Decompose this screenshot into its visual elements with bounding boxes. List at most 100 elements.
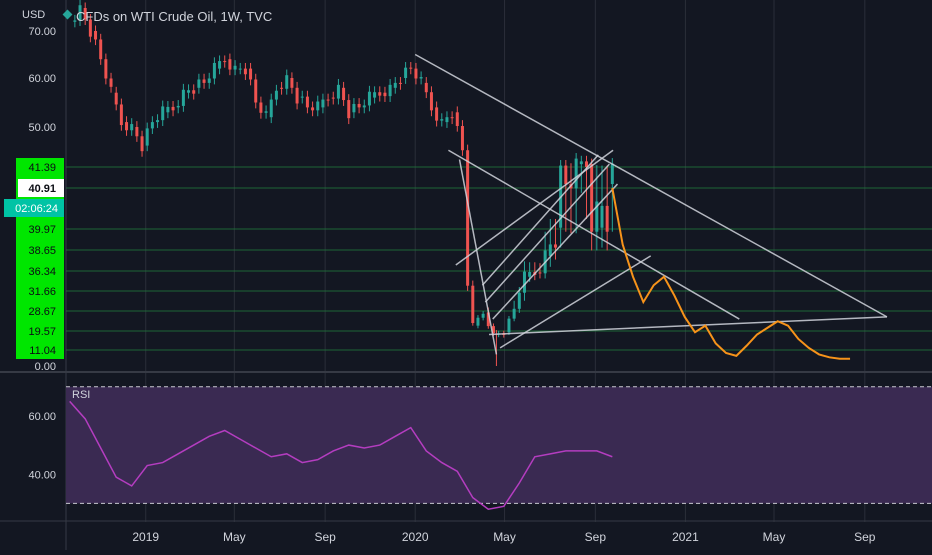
candle-13-1 xyxy=(197,79,201,88)
candle-40-1 xyxy=(476,317,480,326)
candle-43-1 xyxy=(507,318,511,333)
candle-10-1 xyxy=(166,106,170,113)
candle-7-2 xyxy=(140,136,144,152)
countdown-label: 02:06:24 xyxy=(15,203,58,215)
candle-44-1 xyxy=(517,292,521,309)
candle-50-1 xyxy=(579,161,583,165)
projection-path xyxy=(611,187,851,360)
price-tick-label-3: 70.00 xyxy=(28,26,56,38)
candle-30-1 xyxy=(373,92,377,98)
candle-2-2 xyxy=(88,19,92,37)
candle-12-1 xyxy=(187,90,191,93)
candle-29-1 xyxy=(362,105,366,108)
trendline-2 xyxy=(455,149,614,266)
rsi-band xyxy=(66,386,932,504)
candle-29-2 xyxy=(367,91,371,106)
candle-51-2 xyxy=(595,201,599,232)
candle-48-2 xyxy=(564,165,568,185)
candle-25-1 xyxy=(321,99,325,108)
candle-18-1 xyxy=(249,68,253,80)
time-tick-label-3: 2020 xyxy=(402,530,429,544)
last-price-box xyxy=(18,179,64,197)
candle-35-2 xyxy=(429,92,433,111)
rsi-line xyxy=(69,400,613,511)
candle-31-2 xyxy=(388,84,392,97)
candle-5-1 xyxy=(114,92,118,105)
candle-39-1 xyxy=(466,150,470,286)
candle-22-2 xyxy=(295,87,299,104)
last-price-tag: 40.91 xyxy=(28,183,56,195)
time-tick-label-7: May xyxy=(763,530,786,544)
rsi-series: RSI xyxy=(69,389,613,511)
candle-1-2 xyxy=(78,5,82,21)
candle-4-2 xyxy=(109,78,113,87)
trendline-1 xyxy=(448,149,740,320)
candle-26-2 xyxy=(336,84,340,99)
time-tick-label-2: Sep xyxy=(314,530,336,544)
candle-34-2 xyxy=(419,77,423,79)
candle-38-2 xyxy=(460,126,464,151)
candle-33-2 xyxy=(409,67,413,69)
price-tag-7: 19.57 xyxy=(28,326,56,338)
candle-38-1 xyxy=(455,112,459,127)
candle-24-2 xyxy=(316,101,320,111)
price-tag-0: 41.39 xyxy=(28,162,56,174)
candle-34-1 xyxy=(414,68,418,79)
candle-40-2 xyxy=(481,313,485,318)
trendlines xyxy=(414,53,888,355)
candle-19-2 xyxy=(264,111,268,113)
price-tag-2: 39.97 xyxy=(28,224,56,236)
candle-14-1 xyxy=(207,78,211,83)
candle-41-2 xyxy=(491,326,495,334)
price-tag-4: 36.34 xyxy=(28,266,56,278)
trendline-0 xyxy=(414,53,888,318)
candle-24-1 xyxy=(311,107,315,111)
candle-6-2 xyxy=(130,124,134,131)
rsi-label: RSI xyxy=(72,389,90,401)
candle-4-1 xyxy=(104,59,108,79)
candle-28-1 xyxy=(352,103,356,113)
trendline-6 xyxy=(492,183,619,320)
candle-15-1 xyxy=(218,61,222,69)
candle-2-1 xyxy=(83,8,87,20)
candle-1-1 xyxy=(73,20,77,22)
candle-39-2 xyxy=(471,285,475,324)
candle-52-2 xyxy=(605,205,609,232)
candle-47-2 xyxy=(553,244,557,248)
candle-27-2 xyxy=(347,100,351,119)
candle-36-2 xyxy=(440,119,444,121)
chart-title[interactable]: CFDs on WTI Crude Oil, 1W, TVC xyxy=(76,9,273,24)
candle-28-2 xyxy=(357,103,361,108)
price-level-lines xyxy=(66,166,932,351)
candle-8-2 xyxy=(150,122,154,129)
price-tag-5: 31.66 xyxy=(28,286,56,298)
candle-33-1 xyxy=(404,67,408,78)
candle-11-2 xyxy=(181,89,185,106)
trendline-8 xyxy=(458,159,498,355)
rsi-band-fill xyxy=(66,386,932,504)
candle-43-2 xyxy=(512,308,516,319)
trendline-4 xyxy=(481,154,599,286)
candle-17-2 xyxy=(243,68,247,75)
price-tag-8: 11.04 xyxy=(29,345,56,357)
candle-26-1 xyxy=(331,97,335,99)
candle-10-2 xyxy=(171,106,175,111)
currency-label: USD xyxy=(22,9,46,21)
candle-37-1 xyxy=(445,117,449,123)
candle-27-1 xyxy=(342,87,346,101)
price-candles xyxy=(73,0,614,366)
candle-15-2 xyxy=(223,61,227,63)
price-tick-label-1: 50.00 xyxy=(28,122,56,134)
trendline-5 xyxy=(484,163,610,303)
candle-32-2 xyxy=(398,82,402,84)
candle-8-1 xyxy=(145,128,149,146)
candle-19-1 xyxy=(259,102,263,113)
candle-22-1 xyxy=(290,78,294,88)
time-tick-label-4: May xyxy=(493,530,516,544)
time-tick-label-8: Sep xyxy=(854,530,876,544)
candle-16-1 xyxy=(228,59,232,70)
candle-6-1 xyxy=(125,122,129,131)
trendline-3 xyxy=(489,316,887,336)
